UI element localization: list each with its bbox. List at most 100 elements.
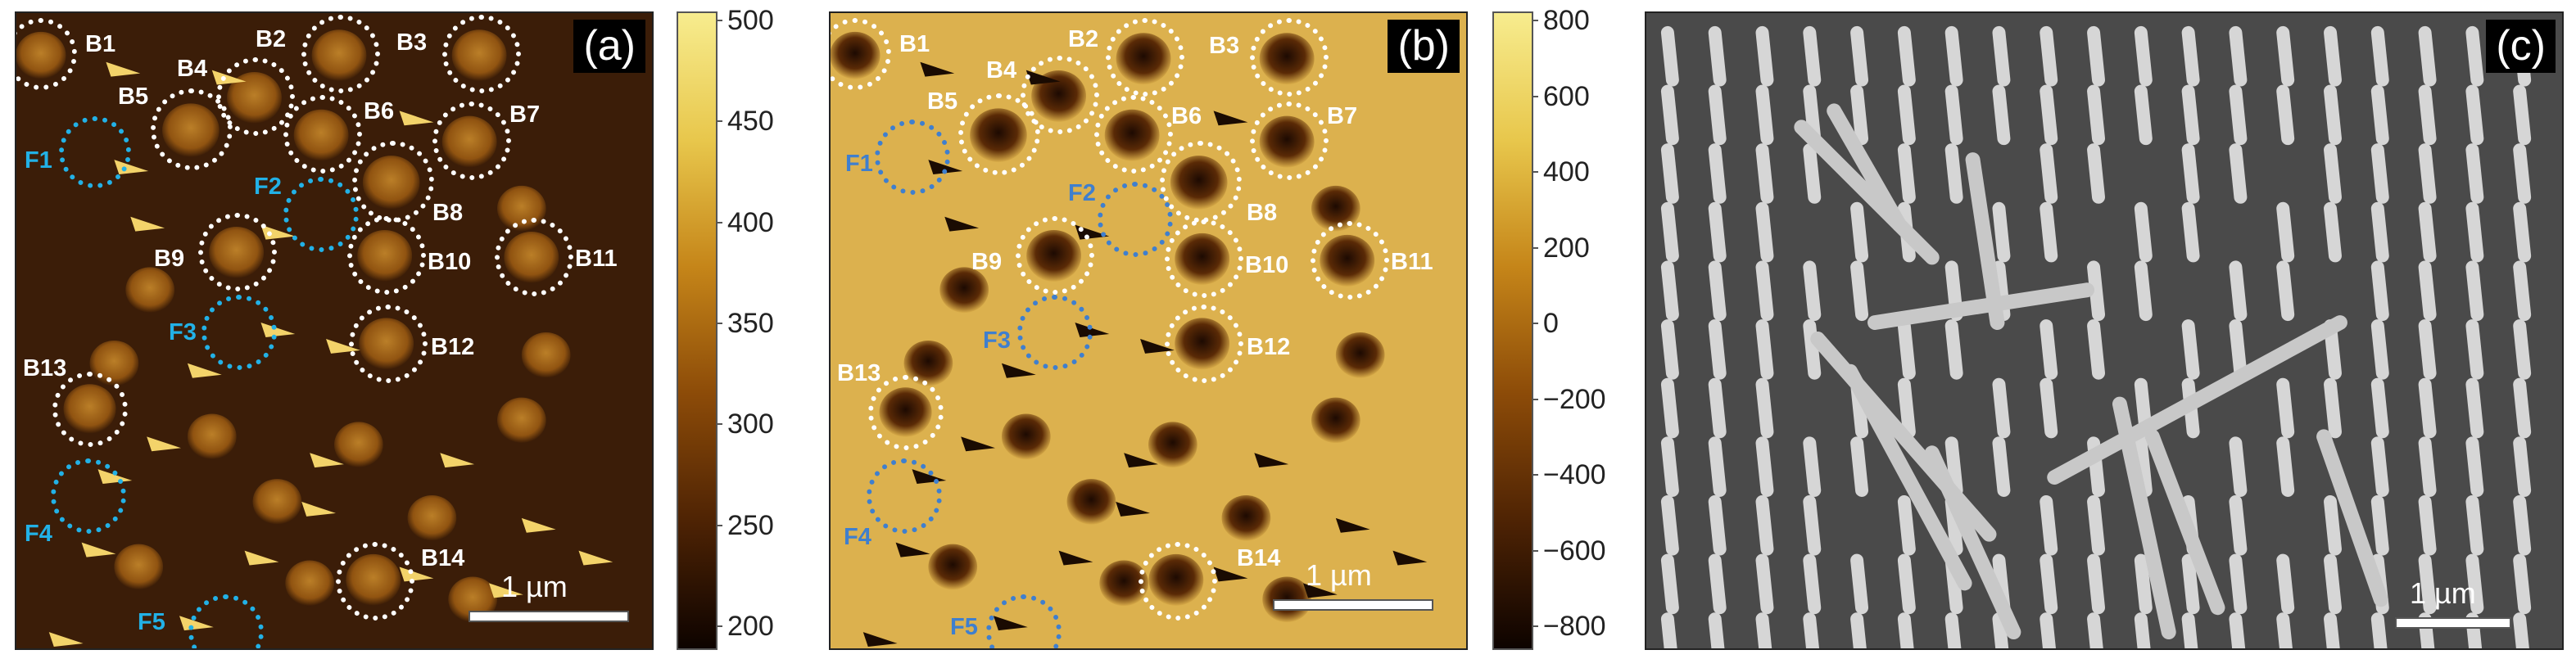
facet-triangle (301, 501, 336, 517)
facet-triangle (578, 550, 613, 566)
facet-triangle (48, 632, 84, 648)
nanorod (1992, 201, 2011, 263)
nanorod (1755, 260, 1774, 322)
nanorod (2370, 25, 2389, 87)
marker-label-f5: F5 (138, 609, 165, 635)
marker-label-b7: B7 (1327, 103, 1358, 129)
nanorod (1944, 25, 1963, 87)
surface-feature (939, 267, 989, 314)
marker-circle-f1 (59, 116, 131, 188)
nanorod (1944, 143, 1963, 204)
nanorod (2134, 612, 2151, 648)
nanorod (2181, 143, 2200, 204)
marker-circle-b9 (198, 213, 277, 291)
marker-circle-b12 (1165, 305, 1243, 383)
nanorod (1850, 612, 1867, 648)
nanorod (2229, 612, 2246, 648)
nanorod (1755, 201, 1774, 263)
nanorod (2370, 436, 2389, 497)
nanorod (2513, 494, 2532, 556)
colorbar-tick-mark (1532, 549, 1538, 552)
afm-phase-image (831, 13, 1466, 648)
nanorod (2134, 260, 2153, 322)
marker-label-f1: F1 (845, 151, 873, 177)
nanorod (2134, 553, 2153, 615)
facet-triangle (399, 111, 434, 126)
marker-circle-b9 (1016, 216, 1094, 295)
nanorod (2418, 25, 2437, 87)
facet-triangle (961, 436, 995, 452)
nanorod (1708, 377, 1727, 439)
marker-label-b14: B14 (421, 545, 465, 571)
nanorod (1708, 494, 1727, 556)
nanorod (1660, 377, 1679, 439)
fallen-nanorod (1794, 120, 1940, 265)
nanorod (2181, 553, 2200, 615)
facet-triangle (1124, 453, 1158, 468)
colorbar-a (677, 11, 718, 650)
nanorod (1755, 25, 1774, 87)
nanorod (2370, 84, 2389, 146)
colorbar-tick-mark (1532, 323, 1538, 324)
nanorod (2418, 84, 2437, 146)
nanorod (2087, 143, 2105, 204)
nanorod (2513, 84, 2532, 146)
nanorod (2465, 25, 2484, 87)
colorbar-tick-label: 200 (727, 611, 774, 642)
nanorod (1850, 260, 1869, 322)
marker-label-b2: B2 (256, 26, 287, 52)
nanorod (1944, 612, 1962, 648)
nanorod (1755, 377, 1774, 439)
colorbar-tick-label: −200 (1543, 383, 1606, 415)
facet-triangle (106, 61, 141, 77)
marker-label-b5: B5 (927, 88, 958, 115)
nanorod (2134, 25, 2153, 87)
nanorod (2418, 553, 2437, 615)
nanorod (1850, 25, 1869, 87)
nanorod (2465, 553, 2484, 615)
nanorod (2276, 201, 2295, 263)
surface-feature (1066, 479, 1116, 525)
panel-b-label: (b) (1388, 20, 1460, 74)
nanorod (2513, 377, 2532, 439)
marker-circle-b8 (352, 141, 434, 223)
surface-feature (1335, 332, 1385, 378)
nanorod (1850, 553, 1869, 615)
colorbar-tick-label: −400 (1543, 459, 1606, 490)
nanorod (2087, 553, 2105, 615)
fallen-nanorod (2144, 429, 2225, 616)
nanorod (1708, 84, 1727, 146)
colorbar-tick-label: 600 (1543, 80, 1590, 112)
marker-circle-b3 (1250, 18, 1329, 97)
nanorod (2276, 612, 2293, 648)
nanorod (1708, 260, 1727, 322)
marker-circle-f3 (201, 295, 277, 370)
marker-circle-b8 (1160, 141, 1242, 223)
facet-triangle (244, 550, 279, 566)
surface-feature (1221, 494, 1271, 541)
nanorod (1755, 319, 1774, 380)
scale-bar (1273, 599, 1433, 611)
marker-circle-b3 (442, 15, 521, 93)
facet-triangle (521, 517, 556, 533)
marker-circle-f3 (1017, 295, 1093, 370)
colorbar-tick-label: 350 (727, 308, 774, 339)
nanorod (2370, 201, 2389, 263)
nanorod (2181, 612, 2198, 648)
nanorod (1755, 494, 1774, 556)
colorbar-tick-label: 400 (727, 206, 774, 238)
facet-triangle (1116, 501, 1150, 517)
nanorod (2040, 319, 2058, 380)
marker-label-f3: F3 (169, 319, 197, 345)
nanorod (2276, 84, 2295, 146)
colorbar-tick-label: 400 (1543, 156, 1590, 187)
nanorod (1992, 84, 2011, 146)
marker-label-f1: F1 (25, 147, 52, 174)
nanorod (1755, 84, 1774, 146)
nanorod (1992, 25, 2011, 87)
fallen-nanorod (1924, 445, 2021, 640)
nanorod (1897, 612, 1914, 648)
nanorod (2324, 201, 2342, 263)
marker-label-b1: B1 (85, 31, 116, 57)
nanorod (2087, 84, 2105, 146)
